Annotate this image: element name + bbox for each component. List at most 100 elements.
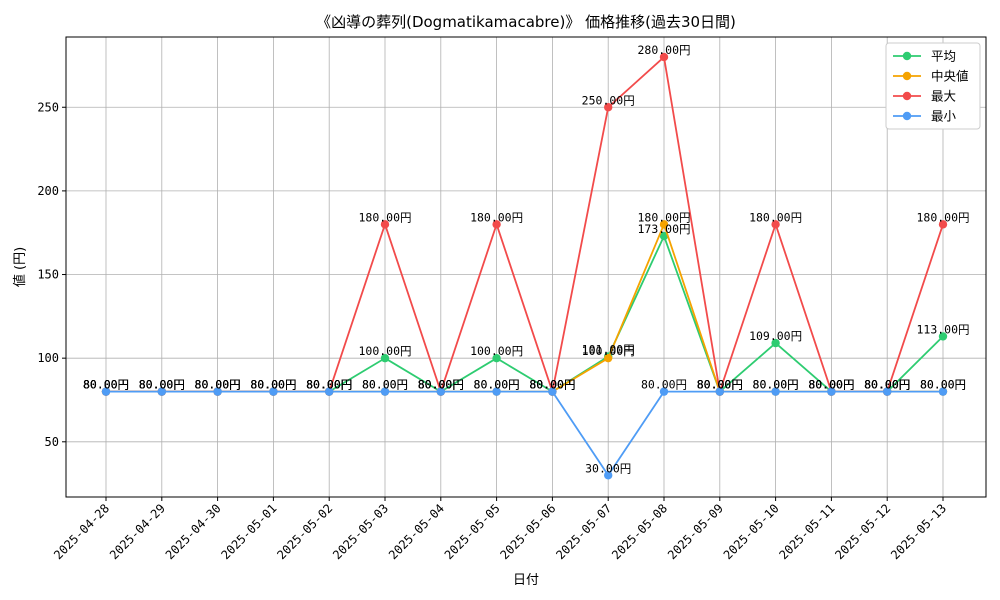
data-label: 80.00円 — [306, 378, 352, 392]
legend-box — [885, 42, 981, 130]
series-2-point — [938, 220, 948, 229]
data-label: 80.00円 — [864, 378, 910, 392]
data-label: 250.00円 — [582, 93, 635, 107]
data-label: 101.00円 — [582, 342, 635, 356]
data-label: 80.00円 — [474, 378, 520, 392]
data-label: 100.00円 — [470, 344, 523, 358]
x-axis: 2025-04-282025-04-292025-04-302025-05-01… — [51, 497, 949, 562]
series-3-point — [771, 387, 780, 396]
data-label: 80.00円 — [362, 378, 408, 392]
data-label: 80.00円 — [529, 378, 575, 392]
x-tick-label: 2025-05-07 — [553, 501, 614, 562]
data-label: 100.00円 — [358, 344, 411, 358]
x-tick-label: 2025-05-10 — [721, 501, 782, 562]
legend-marker-2 — [902, 91, 912, 101]
series-3-point — [548, 387, 557, 396]
x-tick-label: 2025-05-05 — [442, 501, 503, 562]
y-tick-label: 250 — [37, 100, 59, 114]
x-tick-label: 2025-04-30 — [163, 501, 224, 562]
data-label: 80.00円 — [362, 378, 408, 392]
series-0-point — [659, 231, 669, 241]
data-label: 80.00円 — [306, 378, 352, 392]
y-tick-label: 50 — [45, 435, 59, 449]
series-3-point — [380, 387, 390, 396]
series-2-point — [659, 52, 669, 62]
plot-frame — [65, 36, 987, 498]
legend-marker-0 — [902, 51, 912, 61]
series-line-0 — [106, 235, 944, 393]
series-0-point — [771, 338, 780, 348]
series-0-point — [492, 353, 501, 363]
y-tick-label: 100 — [37, 351, 59, 365]
x-tick-label: 2025-05-13 — [888, 501, 949, 562]
data-label: 80.00円 — [139, 378, 185, 392]
series-2-point — [492, 220, 501, 229]
series-1-point — [604, 353, 613, 363]
legend-label-0: 平均 — [931, 49, 956, 64]
series-3-point — [715, 387, 724, 396]
data-label: 80.00円 — [195, 378, 241, 392]
data-labels: 80.00円 80.00円 80.00円 80.00円 80.00円 100.00円 80.… — [83, 43, 970, 475]
data-label: 80.00円 — [306, 378, 352, 392]
data-label: 80.00円 — [808, 378, 854, 392]
data-label: 180.00円 — [637, 210, 690, 224]
y-tick-label: 150 — [37, 268, 59, 282]
series-0-point — [938, 332, 948, 341]
data-label: 80.00円 — [418, 378, 464, 392]
data-label: 80.00円 — [697, 378, 743, 392]
data-label: 80.00円 — [418, 378, 464, 392]
data-label: 80.00円 — [697, 378, 743, 392]
legend-label-3: 最小 — [931, 109, 957, 124]
data-label: 80.00円 — [864, 378, 910, 392]
x-tick-label: 2025-05-09 — [665, 501, 726, 562]
series-3-point — [213, 387, 222, 396]
y-tick-label: 200 — [37, 184, 59, 198]
data-label: 80.00円 — [864, 378, 910, 392]
data-label: 80.00円 — [529, 378, 575, 392]
legend-label-2: 最大 — [931, 89, 956, 104]
data-label: 80.00円 — [529, 378, 575, 392]
data-label: 80.00円 — [250, 378, 296, 392]
data-label: 180.00円 — [358, 210, 411, 224]
series-2-point — [771, 220, 780, 229]
x-tick-label: 2025-05-06 — [498, 501, 559, 562]
series-3-point — [883, 387, 892, 396]
data-label: 80.00円 — [808, 378, 854, 392]
data-label: 80.00円 — [195, 378, 241, 392]
data-label: 80.00円 — [306, 378, 352, 392]
y-axis: 50 100 150 200 250 — [37, 100, 66, 449]
legend-marker-1 — [902, 71, 912, 81]
data-label: 80.00円 — [83, 378, 129, 392]
data-label: 80.00円 — [83, 378, 129, 392]
data-label: 80.00円 — [139, 378, 185, 392]
data-label: 80.00円 — [418, 378, 464, 392]
data-label: 80.00円 — [920, 378, 966, 392]
x-tick-label: 2025-05-02 — [274, 501, 335, 562]
legend-marker-3 — [902, 111, 912, 121]
chart-title: 《凶導の葬列(Dogmatikamacabre)》 価格推移(過去30日間) — [316, 13, 736, 31]
series-2-point — [604, 103, 613, 112]
data-label: 80.00円 — [418, 378, 464, 392]
data-label: 80.00円 — [753, 378, 799, 392]
data-label: 80.00円 — [808, 378, 854, 392]
data-label: 30.00円 — [585, 461, 631, 475]
data-label: 80.00円 — [920, 378, 966, 392]
data-label: 180.00円 — [916, 210, 969, 224]
series-3-point — [325, 387, 334, 396]
data-label: 80.00円 — [808, 378, 854, 392]
data-label: 80.00円 — [864, 378, 910, 392]
data-label: 80.00円 — [195, 378, 241, 392]
x-tick-label: 2025-05-04 — [386, 501, 447, 562]
series-3-point — [938, 387, 948, 396]
series-line-3 — [106, 390, 943, 477]
data-label: 80.00円 — [697, 378, 743, 392]
data-label: 80.00円 — [195, 378, 241, 392]
y-axis-title: 値 (円) — [12, 247, 28, 287]
x-tick-label: 2025-04-28 — [51, 501, 112, 562]
series-2-point — [380, 220, 390, 229]
data-label: 280.00円 — [637, 43, 690, 57]
grid — [66, 37, 986, 497]
data-label: 80.00円 — [474, 378, 520, 392]
x-tick-label: 2025-05-08 — [609, 501, 670, 562]
